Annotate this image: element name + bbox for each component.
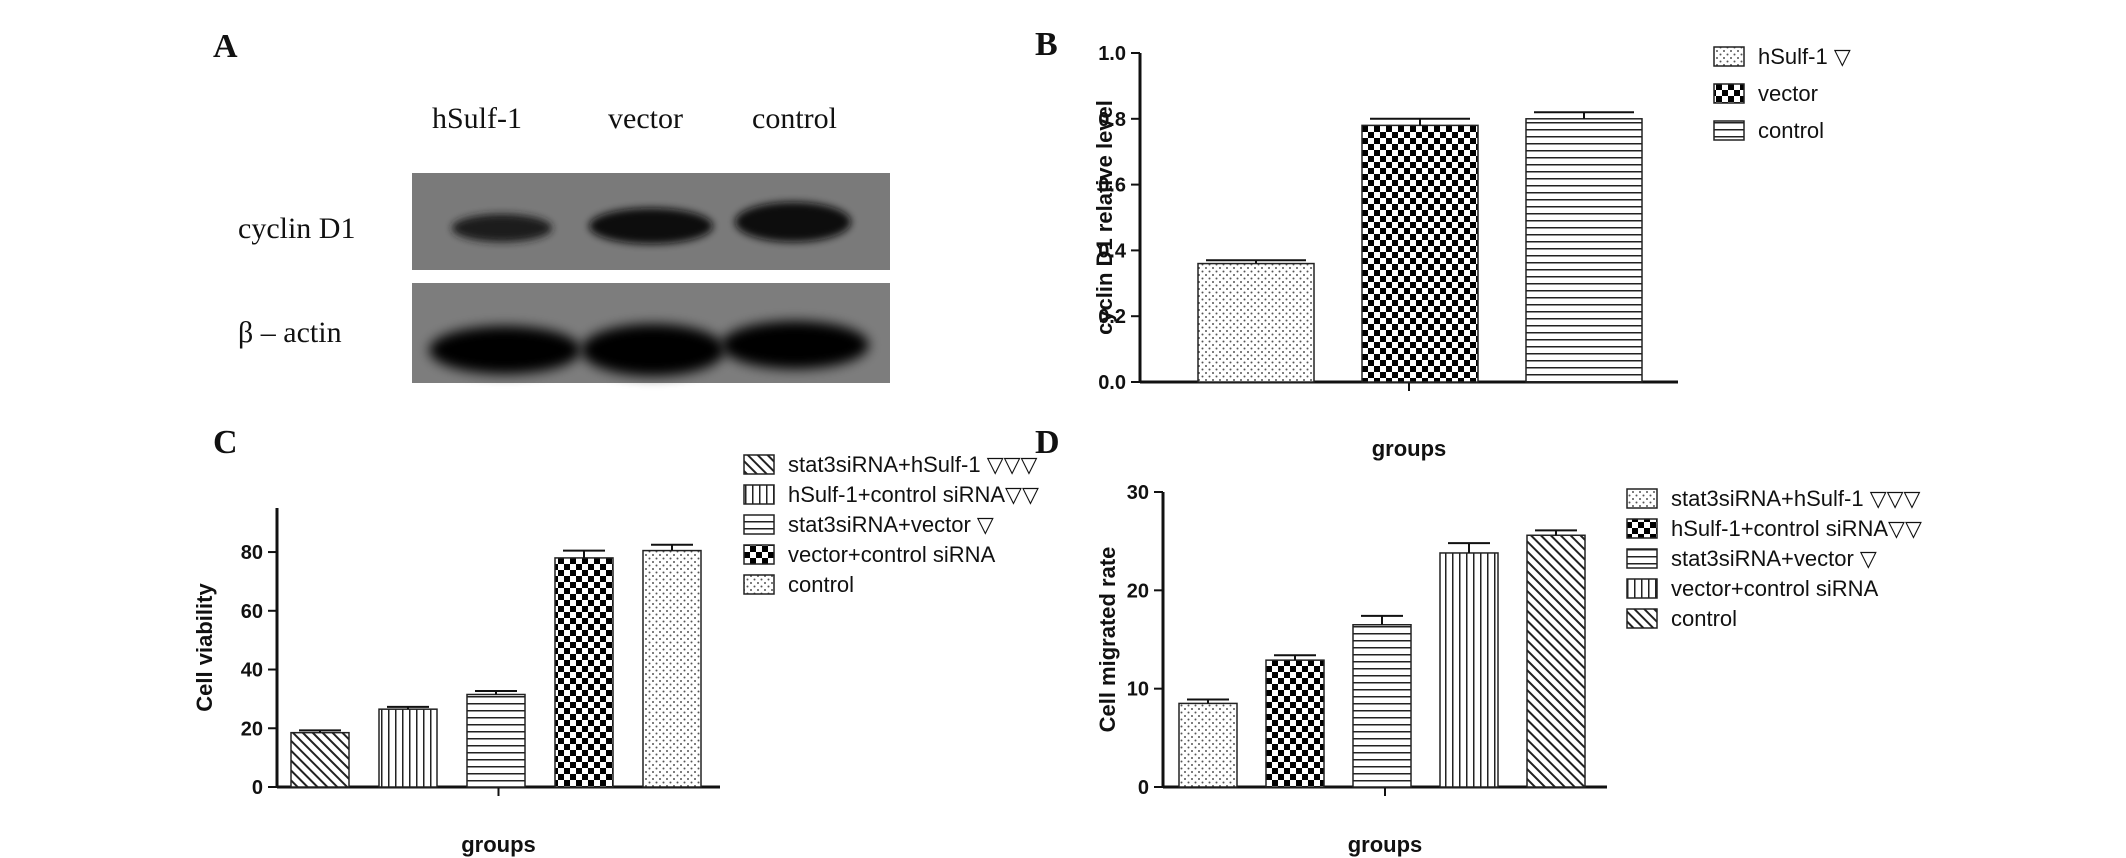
- bar-d-2: [1265, 659, 1325, 788]
- legend-swatch-d-3: [1626, 548, 1658, 569]
- row-label-cyclin-d1: cyclin D1: [238, 212, 356, 245]
- legend-label-c-3: stat3siRNA+vector ▽: [788, 512, 994, 537]
- bar-c-1: [290, 731, 350, 788]
- y-tick-label-c: 60: [241, 601, 263, 623]
- y-axis-title-b: cyclin D1 relative level: [1092, 100, 1117, 335]
- y-tick-label-c: 80: [241, 542, 263, 564]
- lane-label-control: control: [752, 102, 837, 135]
- legend-swatch-b-2: [1713, 83, 1745, 104]
- panel-label-a: A: [213, 28, 238, 65]
- legend-swatch-d-5: [1626, 608, 1658, 629]
- band-cyclin-hsulf1: [452, 214, 552, 242]
- y-tick-label-c: 0: [252, 777, 263, 799]
- y-tick-label-d: 10: [1127, 679, 1149, 701]
- legend-swatch-d-2: [1626, 518, 1658, 539]
- bar-b-3: [1525, 118, 1643, 383]
- x-axis-title-c: groups: [461, 832, 536, 857]
- bar-d-4: [1439, 552, 1499, 788]
- y-tick-label-b: 0.4: [1098, 240, 1127, 262]
- legend-label-d-4: vector+control siRNA: [1671, 576, 1879, 601]
- y-tick-label-d: 30: [1127, 482, 1149, 504]
- bar-c-4: [554, 557, 614, 788]
- y-axis-title-c: Cell viability: [192, 583, 217, 712]
- bar-b-2: [1361, 124, 1479, 383]
- band-actin-vector: [581, 324, 725, 376]
- band-actin-hsulf1: [429, 326, 581, 374]
- bar-d-1: [1178, 702, 1238, 788]
- legend-swatch-c-1: [743, 454, 775, 475]
- bar-d-5: [1526, 534, 1586, 788]
- legend-label-d-2: hSulf-1+control siRNA▽▽: [1671, 516, 1922, 541]
- legend-swatch-c-5: [743, 574, 775, 595]
- legend-label-c-2: hSulf-1+control siRNA▽▽: [788, 482, 1039, 507]
- legend-swatch-d-1: [1626, 488, 1658, 509]
- y-tick-label-b: 0.6: [1098, 175, 1126, 197]
- legend-swatch-c-2: [743, 484, 775, 505]
- y-tick-label-d: 0: [1138, 777, 1149, 799]
- legend-label-c-4: vector+control siRNA: [788, 542, 996, 567]
- legend-label-d-1: stat3siRNA+hSulf-1 ▽▽▽: [1671, 486, 1921, 511]
- y-tick-label-c: 20: [241, 718, 263, 740]
- bar-c-3: [466, 693, 526, 788]
- panel-label-b: B: [1035, 26, 1058, 63]
- legend-swatch-c-3: [743, 514, 775, 535]
- y-tick-label-c: 40: [241, 660, 263, 682]
- legend-swatch-c-4: [743, 544, 775, 565]
- band-actin-control: [721, 321, 869, 369]
- x-axis-title-d: groups: [1348, 832, 1423, 857]
- x-axis-title-b: groups: [1372, 436, 1447, 461]
- legend-swatch-b-1: [1713, 46, 1745, 67]
- lane-label-vector: vector: [608, 102, 683, 135]
- y-tick-label-d: 20: [1127, 580, 1149, 602]
- y-tick-label-b: 1.0: [1098, 43, 1126, 65]
- y-tick-label-b: 0.2: [1098, 306, 1126, 328]
- legend-label-c-1: stat3siRNA+hSulf-1 ▽▽▽: [788, 452, 1038, 477]
- bar-c-2: [378, 708, 438, 788]
- legend-label-d-5: control: [1671, 606, 1737, 631]
- legend-label-b-3: control: [1758, 118, 1824, 143]
- legend-label-c-5: control: [788, 572, 854, 597]
- bar-b-1: [1197, 262, 1315, 383]
- band-cyclin-control: [735, 202, 851, 242]
- row-label-beta-actin: β – actin: [238, 316, 342, 349]
- panel-label-c: C: [213, 424, 238, 461]
- y-axis-title-d: Cell migrated rate: [1095, 547, 1120, 733]
- bar-d-3: [1352, 624, 1412, 788]
- legend-swatch-d-4: [1626, 578, 1658, 599]
- bar-c-5: [642, 549, 702, 788]
- legend-swatch-b-3: [1713, 120, 1745, 141]
- panel-label-d: D: [1035, 424, 1060, 461]
- y-tick-label-b: 0.8: [1098, 109, 1126, 131]
- band-cyclin-vector: [589, 208, 713, 244]
- y-tick-label-b: 0.0: [1098, 372, 1126, 394]
- legend-label-b-1: hSulf-1 ▽: [1758, 44, 1851, 69]
- legend-label-d-3: stat3siRNA+vector ▽: [1671, 546, 1877, 571]
- lane-label-hsulf1: hSulf-1: [432, 102, 522, 135]
- legend-label-b-2: vector: [1758, 81, 1818, 106]
